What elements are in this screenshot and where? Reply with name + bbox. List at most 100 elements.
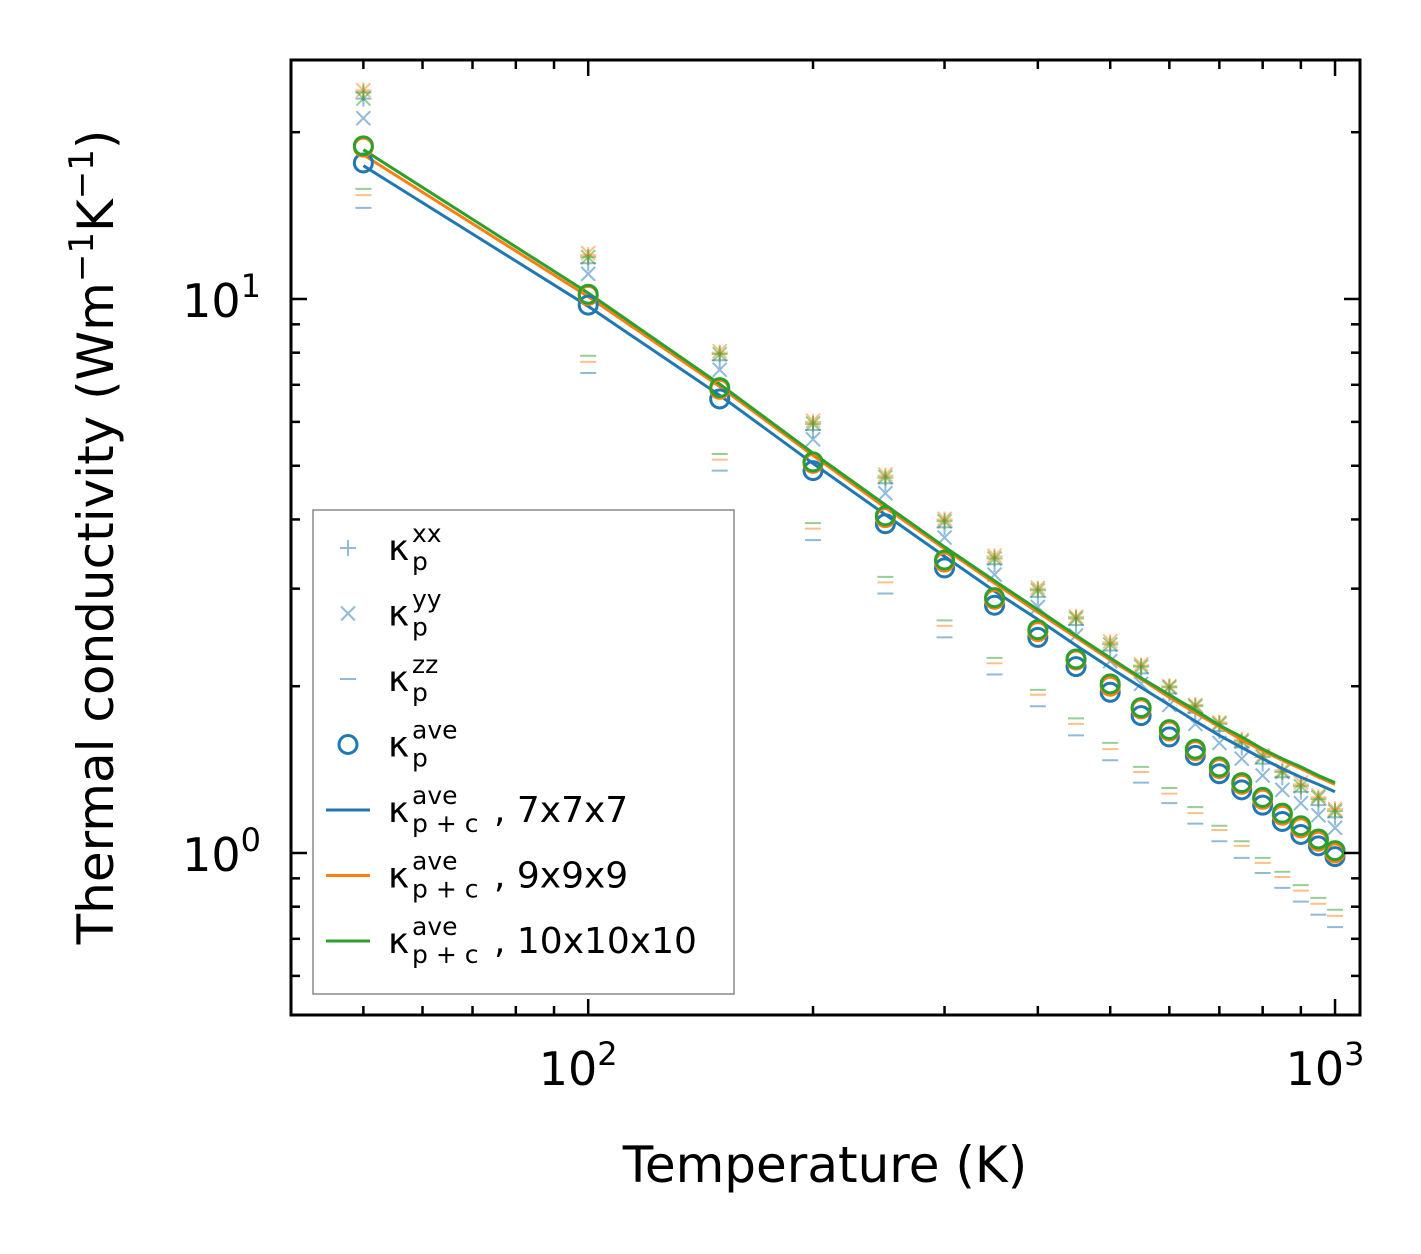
data-point <box>1310 791 1327 808</box>
circle-mark <box>1231 779 1253 801</box>
data-point <box>1068 610 1085 627</box>
plus-mark <box>1068 610 1085 627</box>
circle-mark <box>1184 738 1206 760</box>
series-line <box>362 164 1336 794</box>
data-point <box>1292 778 1309 795</box>
cross-mark <box>1234 750 1250 767</box>
data-point <box>1234 750 1250 767</box>
data-point <box>984 587 1006 609</box>
data-point <box>1274 782 1291 798</box>
circle-mark <box>1290 815 1312 837</box>
circle-mark <box>1252 794 1274 816</box>
data-point <box>1327 803 1344 820</box>
circle-mark <box>577 283 599 305</box>
legend-subscript: p <box>412 744 428 773</box>
cross-mark <box>1274 782 1291 798</box>
circle-mark <box>1099 673 1121 695</box>
series-kappa-p-ave-7x7x7 <box>352 152 1346 868</box>
circle-mark <box>1027 626 1049 648</box>
circle-mark <box>1271 802 1293 824</box>
tick-exponent: 0 <box>241 821 261 859</box>
circle-mark <box>874 513 896 535</box>
series-kappa-p-zz-7x7x7 <box>355 206 1344 929</box>
data-point <box>1099 673 1121 695</box>
data-point <box>1184 738 1206 760</box>
legend-superscript: yy <box>412 585 442 614</box>
data-point <box>1065 656 1087 678</box>
plus-mark <box>1161 679 1178 696</box>
data-point <box>934 557 956 579</box>
legend-superscript: ave <box>412 716 458 745</box>
series-line <box>362 148 1336 784</box>
legend-marker <box>340 540 356 556</box>
data-point <box>877 469 894 486</box>
circle-mark <box>1065 656 1087 678</box>
legend-entry: κ yyp <box>340 585 442 642</box>
data-point <box>1029 582 1046 599</box>
circle-mark <box>1065 648 1087 670</box>
plus-mark <box>355 84 372 101</box>
data-point <box>1027 619 1049 641</box>
data-point <box>711 346 728 363</box>
data-point <box>709 377 731 399</box>
data-point <box>1208 756 1230 778</box>
data-point <box>805 415 822 432</box>
plus-mark <box>580 249 597 266</box>
cross-mark <box>1293 795 1309 811</box>
data-point <box>805 431 821 448</box>
data-point <box>1327 820 1343 836</box>
data-point <box>874 505 896 527</box>
data-point <box>1027 626 1049 648</box>
circle-mark <box>1307 828 1329 850</box>
plus-mark <box>936 513 953 530</box>
data-point <box>577 294 599 316</box>
data-point <box>1133 658 1150 675</box>
circle-mark <box>984 587 1006 609</box>
plus-mark <box>1292 778 1309 795</box>
legend-subscript: p + c <box>412 940 478 969</box>
y-axis-label-end: ) <box>67 130 125 150</box>
circle-mark <box>1252 786 1274 808</box>
legend-label: κ <box>388 659 409 700</box>
cross-mark <box>340 605 356 622</box>
legend-suffix: , 7x7x7 <box>494 790 628 831</box>
plus-mark <box>1310 791 1327 808</box>
cross-mark <box>712 362 728 378</box>
tick-base: 10 <box>1286 1042 1345 1096</box>
cross-mark <box>1310 807 1327 823</box>
data-point <box>1293 795 1309 811</box>
legend-subscript: p <box>412 547 428 576</box>
data-point <box>984 594 1006 616</box>
legend-superscript: ave <box>412 847 458 876</box>
tick-base: 10 <box>539 1042 598 1096</box>
x-tick-label: 103 <box>1286 1035 1365 1096</box>
data-point <box>1231 779 1253 801</box>
legend-superscript: ave <box>412 912 458 941</box>
y-axis-label: Thermal conductivity (Wm−1K−1) <box>62 130 125 946</box>
circle-mark <box>934 557 956 579</box>
tick-exponent: 2 <box>597 1035 617 1073</box>
circle-mark <box>802 460 824 482</box>
cross-mark <box>355 110 372 126</box>
data-point <box>802 451 824 473</box>
plus-mark <box>1327 803 1344 820</box>
cross-mark <box>877 485 894 501</box>
y-axis-label-mid: K <box>67 198 125 232</box>
circle-mark <box>934 549 956 571</box>
data-point <box>577 283 599 305</box>
data-point <box>936 513 953 530</box>
y-axis-label-main: Thermal conductivity (Wm <box>67 282 125 945</box>
circle-mark <box>1130 705 1152 727</box>
data-point <box>934 549 956 571</box>
plus-mark <box>877 469 894 486</box>
circle-mark <box>984 594 1006 616</box>
circle-mark <box>1027 619 1049 641</box>
data-point <box>877 485 894 501</box>
tick-exponent: 3 <box>1344 1035 1364 1073</box>
series-kappa-p-zz-10x10x10 <box>355 187 1344 911</box>
data-point <box>1102 636 1119 653</box>
data-point <box>986 550 1003 567</box>
legend-symbol: κ <box>388 725 409 766</box>
